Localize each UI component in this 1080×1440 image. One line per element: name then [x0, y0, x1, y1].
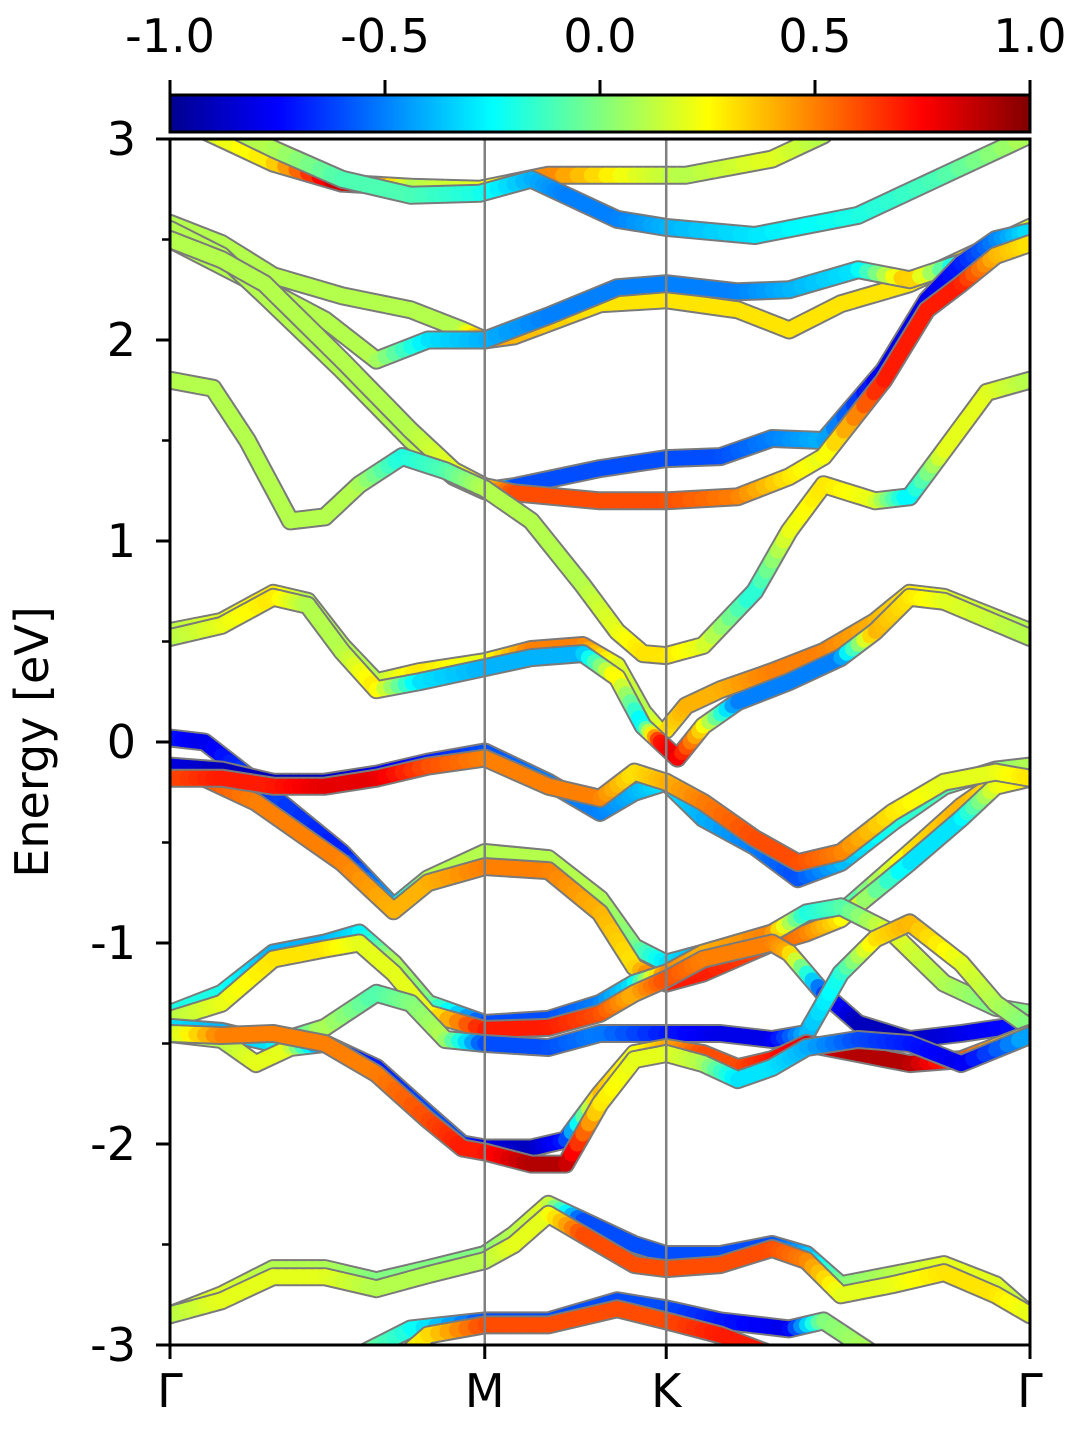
y-tick-label: -1 — [90, 916, 136, 970]
band-2-segment — [1008, 139, 1030, 150]
colorbar-tick-label: -0.5 — [340, 9, 430, 63]
colorbar: -1.0 -0.5 0.0 0.5 1.0 — [125, 9, 1067, 134]
band-22-segment — [399, 1355, 405, 1360]
colorbar-tick-label: -1.0 — [125, 9, 215, 63]
band-3 — [170, 213, 1030, 350]
band-7 — [170, 370, 1030, 666]
band-22-segment — [765, 1344, 768, 1345]
band-22-segment — [747, 1340, 768, 1345]
band-21-segment — [362, 1343, 373, 1345]
band-21-segment — [860, 1341, 874, 1345]
band-22 — [394, 1299, 790, 1365]
band-13 — [170, 748, 1030, 873]
band-15 — [170, 933, 1030, 1049]
band-9-segment — [1008, 624, 1030, 645]
colorbar-tick-label: 1.0 — [993, 9, 1066, 63]
colorbar-ticks: -1.0 -0.5 0.0 0.5 1.0 — [125, 9, 1067, 95]
band-18 — [170, 1024, 1030, 1174]
y-tick-label: -2 — [90, 1117, 136, 1171]
y-axis-label: Energy [eV] — [5, 606, 59, 877]
band-22-segment — [405, 1342, 417, 1345]
y-axis-ticks: -3 -2 -1 0 1 2 3 — [90, 112, 170, 1372]
y-tick-label: 1 — [107, 514, 136, 568]
y-tick-label: 0 — [107, 715, 136, 769]
band-2 — [230, 139, 1030, 245]
x-tick-label: K — [651, 1364, 683, 1418]
y-tick-label: 2 — [107, 313, 136, 367]
y-tick-label: 3 — [107, 112, 136, 166]
high-symmetry-lines — [483, 139, 668, 1345]
colorbar-tick-label: 0.0 — [563, 9, 636, 63]
band-22-segment — [778, 1357, 790, 1361]
band-18-segment — [1011, 1028, 1030, 1048]
x-tick-label: Γ — [157, 1364, 183, 1418]
band-21-segment — [363, 1338, 384, 1345]
y-tick-label: -3 — [90, 1318, 136, 1372]
colorbar-gradient — [168, 93, 1032, 134]
x-tick-label: M — [465, 1364, 505, 1418]
band-22-segment — [394, 1360, 400, 1365]
colorbar-tick-label: 0.5 — [778, 9, 851, 63]
x-tick-label: Γ — [1017, 1364, 1043, 1418]
band-series — [170, 139, 1030, 1365]
band-9 — [170, 587, 1030, 768]
plot-area: -3 -2 -1 0 1 2 3 Γ M K Γ Energy [eV] — [5, 112, 1043, 1418]
